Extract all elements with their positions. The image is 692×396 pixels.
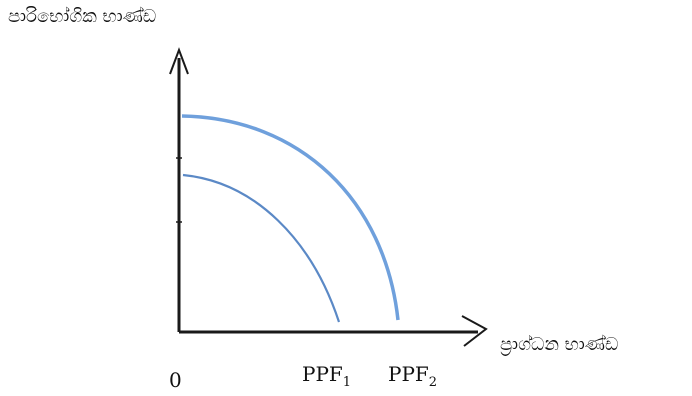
origin-label: 0 [169, 368, 182, 392]
ppf1-label-base: PPF [302, 362, 343, 386]
y-axis-arrowhead [169, 47, 189, 75]
x-axis-arrowhead [461, 315, 488, 347]
ppf2-label-sub: 2 [428, 375, 438, 390]
y-axis-label: පාරිභෝගික භාණ්ඩ [8, 6, 157, 27]
ppf2-label: PPF2 [388, 364, 437, 389]
ppf2-curve [181, 114, 400, 321]
ppf1-label-sub: 1 [342, 375, 352, 390]
x-axis-label: ප්‍රාග්ධන භාණ්ඩ [500, 334, 619, 355]
ppf2-label-base: PPF [388, 362, 429, 386]
ppf1-curve [182, 173, 341, 323]
ppf1-label: PPF1 [302, 364, 351, 389]
